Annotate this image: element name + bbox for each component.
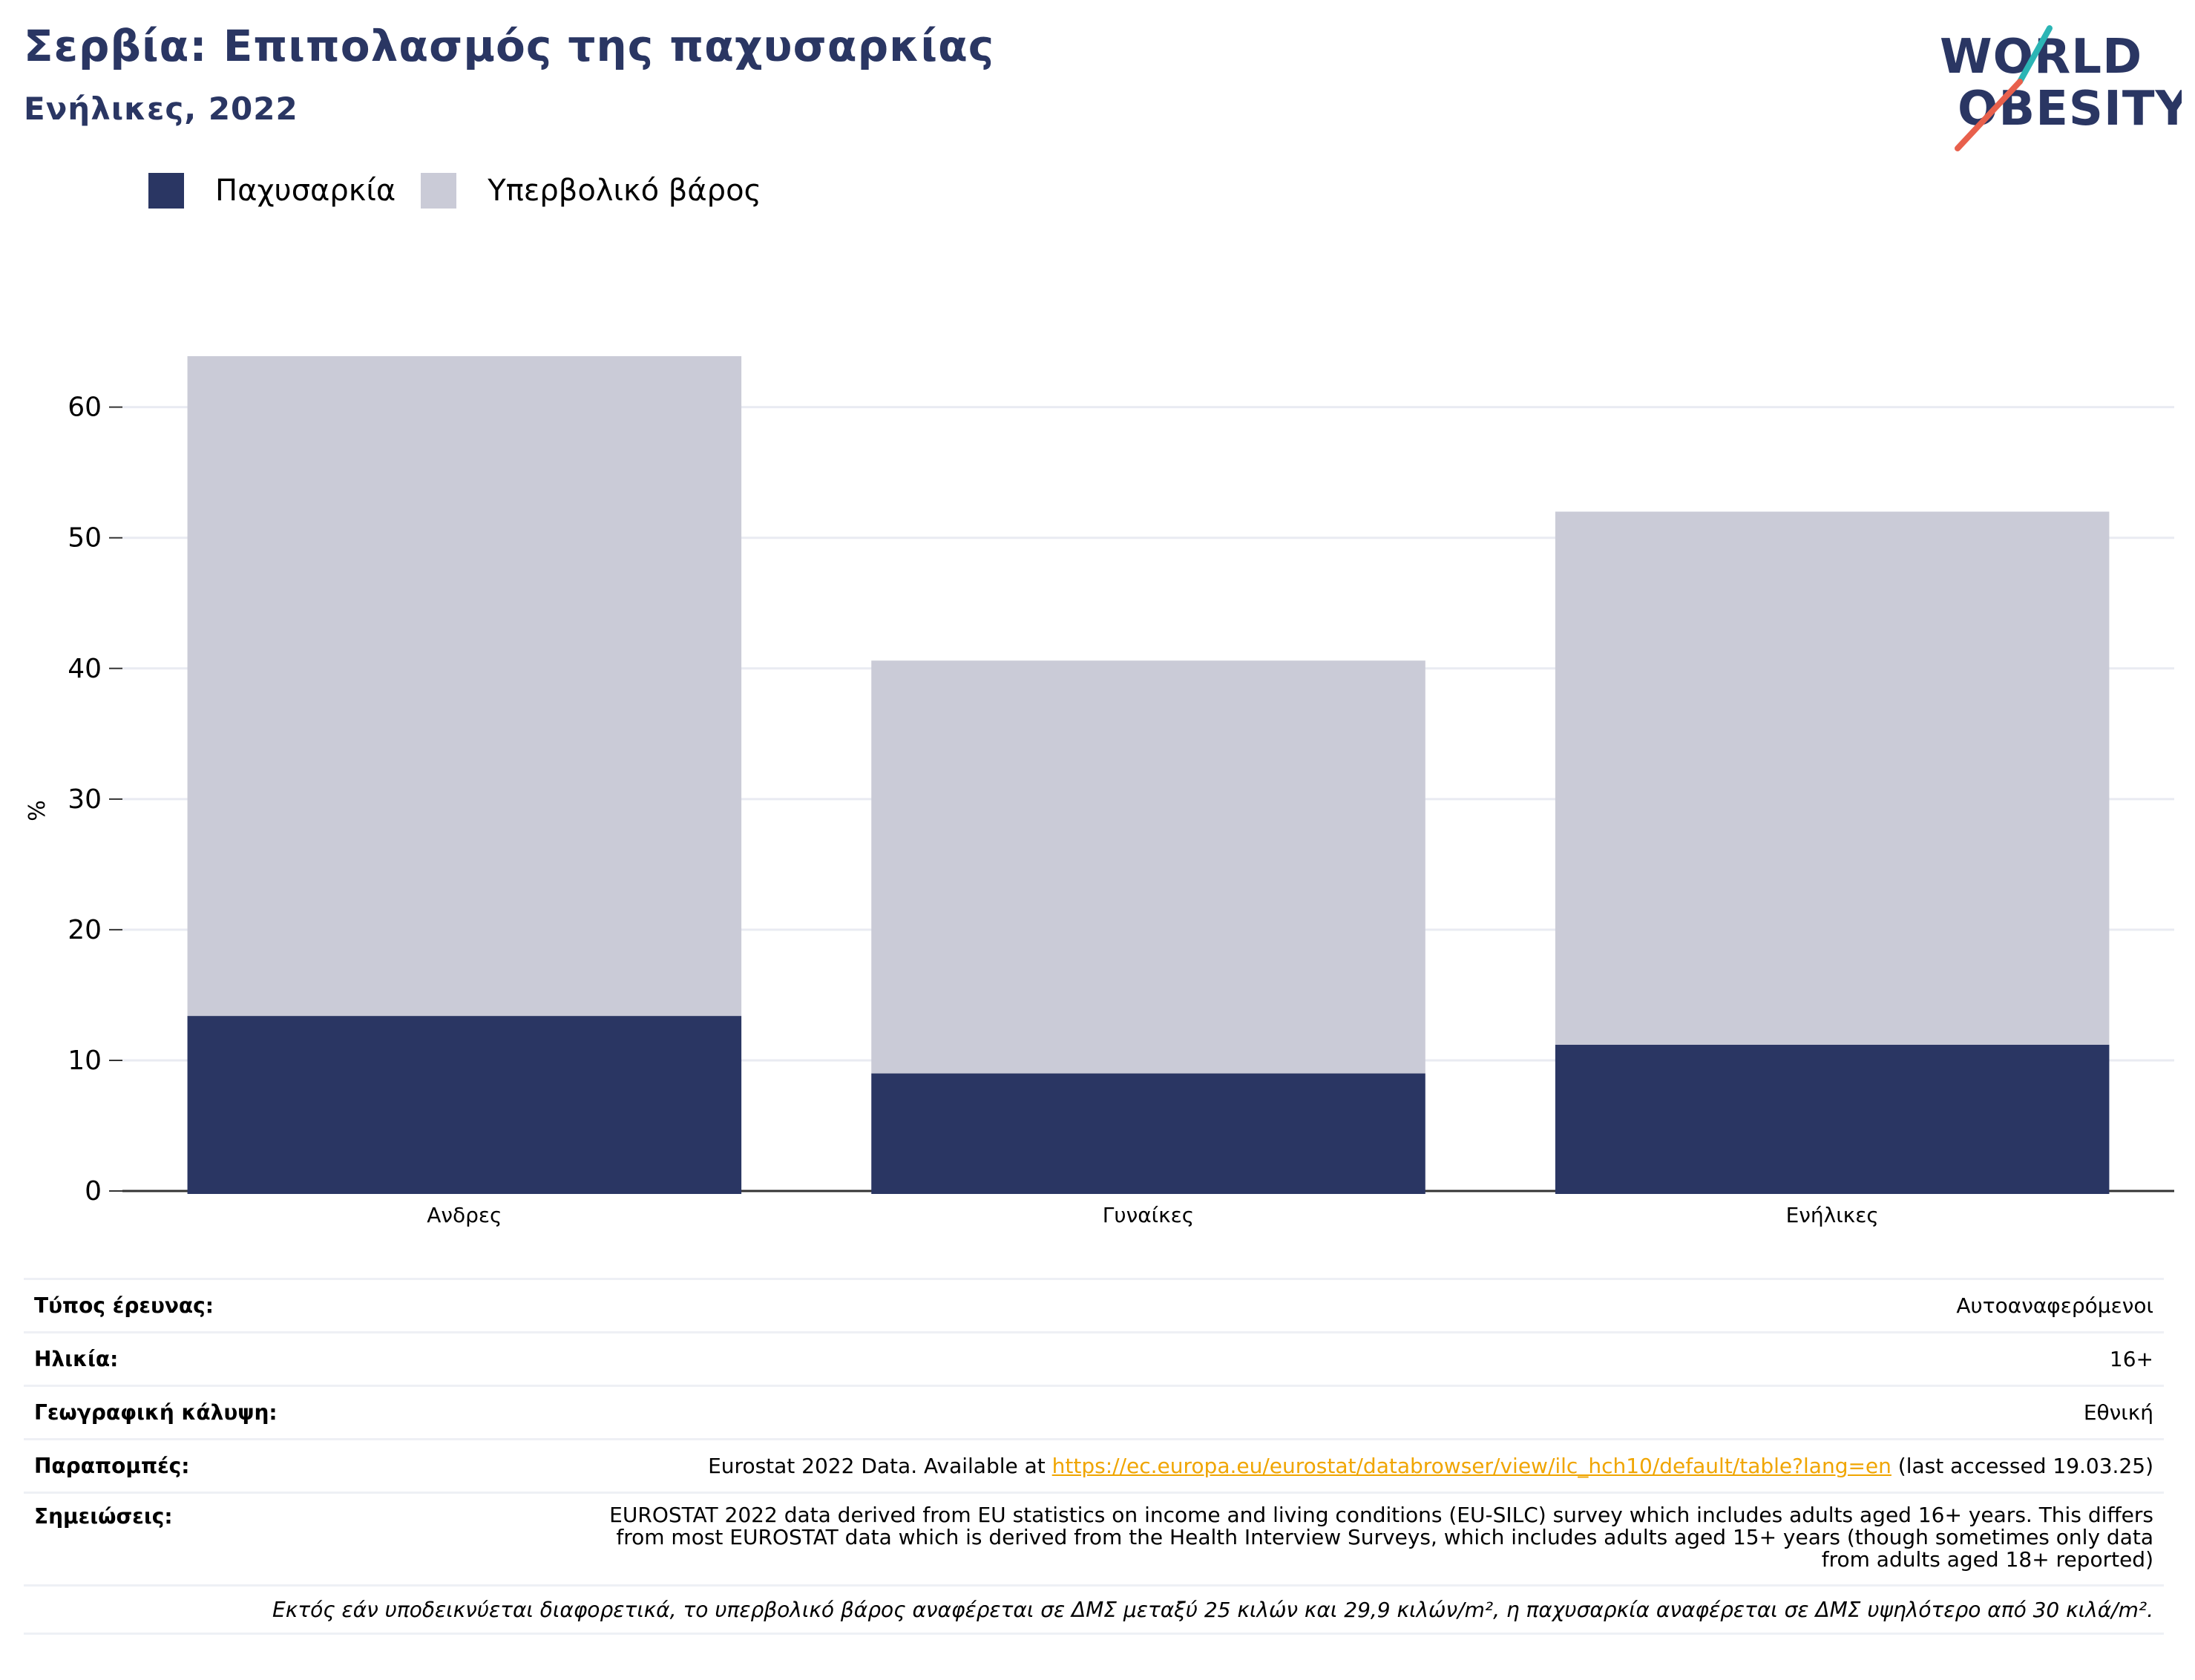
info-row-age: Ηλικία: 16+ (24, 1331, 2164, 1385)
references-suffix: (last accessed 19.03.25) (1891, 1454, 2153, 1478)
bar-overweight (1555, 511, 2110, 1045)
x-tick-label: Ενήλικες (1786, 1203, 1879, 1227)
age-value: 16+ (2109, 1347, 2153, 1371)
logo-slash-teal (2017, 25, 2053, 85)
y-tick-label: 40 (68, 654, 102, 684)
references-value: Eurostat 2022 Data. Available at https:/… (708, 1454, 2153, 1478)
y-axis-label: % (24, 800, 50, 821)
age-label: Ηλικία: (34, 1347, 119, 1371)
world-obesity-logo: WORLD OBESITY (1940, 25, 2182, 151)
logo-slash-red (1955, 79, 2023, 151)
bar-obesity (871, 1073, 1425, 1194)
x-tick-label: Ανδρες (427, 1203, 502, 1227)
x-axis-ticks: Ανδρες Γυναίκες Ενήλικες (427, 1203, 1879, 1227)
legend-item-overweight[interactable]: Υπερβολικό βάρος (421, 173, 761, 209)
y-tick-label: 50 (68, 523, 102, 554)
coverage-label: Γεωγραφική κάλυψη: (34, 1400, 278, 1425)
footnote: Εκτός εάν υποδεικνύεται διαφορετικά, το … (24, 1584, 2164, 1635)
chart-title: Σερβία: Επιπολασμός της παχυσαρκίας (24, 21, 995, 71)
coverage-value: Εθνική (2083, 1400, 2153, 1425)
y-tick-label: 20 (68, 915, 102, 945)
legend-label-overweight: Υπερβολικό βάρος (488, 174, 762, 208)
chart-legend: Παχυσαρκία Υπερβολικό βάρος (148, 171, 787, 211)
notes-label: Σημειώσεις: (34, 1504, 173, 1529)
stacked-bar-chart: 0 10 20 30 40 50 60 Ανδρες Γυναίκες Ενήλικες % (24, 356, 2174, 1227)
bar-overweight (187, 356, 742, 1017)
x-tick-label: Γυναίκες (1103, 1203, 1194, 1227)
references-prefix: Eurostat 2022 Data. Available at (708, 1454, 1052, 1478)
info-row-coverage: Γεωγραφική κάλυψη: Εθνική (24, 1385, 2164, 1438)
y-tick-label: 60 (68, 393, 102, 423)
references-label: Παραπομπές: (34, 1454, 190, 1478)
survey-type-label: Τύπος έρευνας: (34, 1293, 214, 1318)
bar-overweight (871, 660, 1425, 1074)
bars (187, 356, 2110, 1194)
bar-obesity (1555, 1044, 2110, 1194)
info-row-notes: Σημειώσεις: EUROSTAT 2022 data derived f… (24, 1492, 2164, 1584)
legend-swatch-obesity (148, 173, 184, 209)
info-row-survey-type: Τύπος έρευνας: Αυτοαναφερόμενοι (24, 1278, 2164, 1331)
legend-swatch-overweight (421, 173, 457, 209)
y-tick-label: 30 (68, 784, 102, 815)
legend-label-obesity: Παχυσαρκία (215, 174, 396, 208)
y-tick-label: 10 (68, 1046, 102, 1076)
bar-obesity (187, 1016, 742, 1194)
chart-subtitle: Ενήλικες, 2022 (24, 91, 298, 127)
references-link[interactable]: https://ec.europa.eu/eurostat/databrowse… (1051, 1454, 1891, 1478)
notes-value: EUROSTAT 2022 data derived from EU stati… (609, 1503, 2153, 1572)
y-tick-label: 0 (85, 1176, 102, 1207)
legend-item-obesity[interactable]: Παχυσαρκία (148, 173, 396, 209)
info-table: Τύπος έρευνας: Αυτοαναφερόμενοι Ηλικία: … (24, 1278, 2164, 1635)
survey-type-value: Αυτοαναφερόμενοι (1956, 1293, 2153, 1318)
y-axis-ticks: 0 10 20 30 40 50 60 (68, 393, 122, 1207)
info-row-references: Παραπομπές: Eurostat 2022 Data. Availabl… (24, 1438, 2164, 1492)
